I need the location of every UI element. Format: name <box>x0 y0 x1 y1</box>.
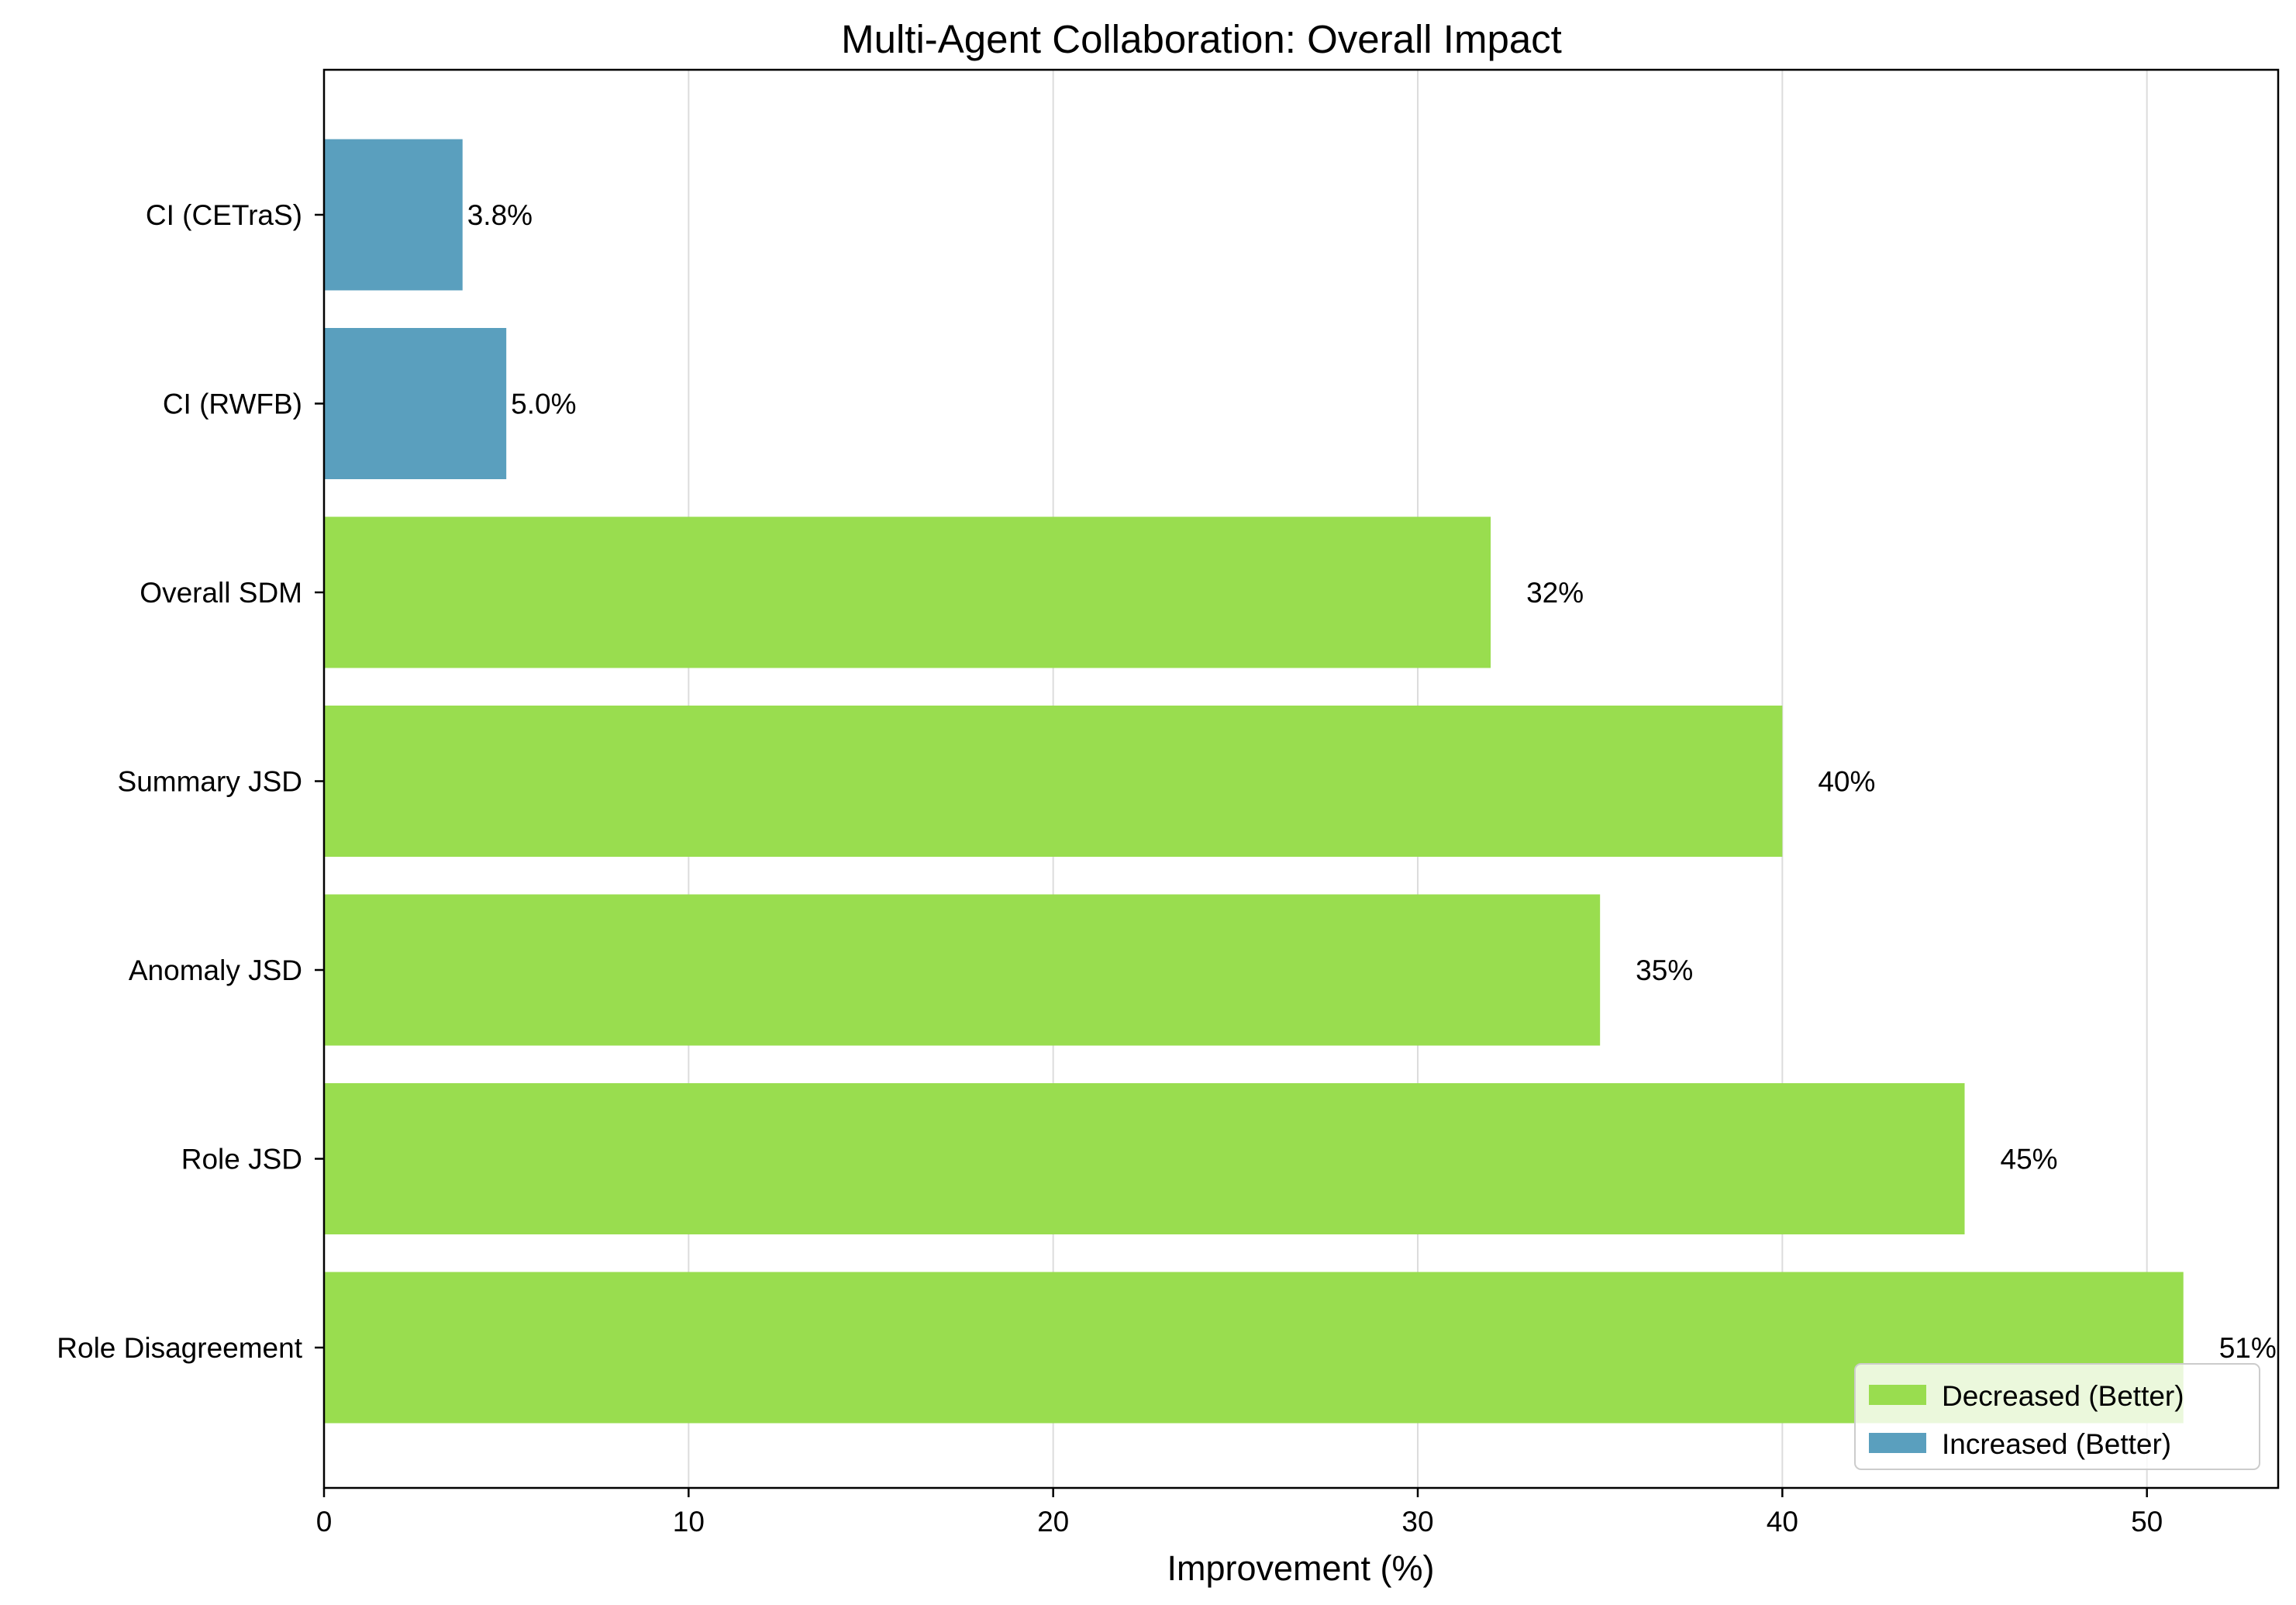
bar-2 <box>324 516 1491 668</box>
y-tick-label-4: Anomaly JSD <box>129 954 302 986</box>
y-tick-label-0: CI (CETraS) <box>146 199 302 231</box>
y-axis-ticks: CI (CETraS) CI (RWFB) Overall SDM Summary J… <box>57 199 324 1364</box>
plot-frame <box>322 68 2280 1489</box>
value-label-6: 51% <box>2219 1332 2277 1364</box>
y-tick-label-1: CI (RWFB) <box>163 388 302 420</box>
chart-title: Multi-Agent Collaboration: Overall Impac… <box>841 17 1562 61</box>
bar-1 <box>324 328 507 479</box>
legend-label-decreased: Decreased (Better) <box>1942 1380 2184 1412</box>
value-label-0: 3.8% <box>467 199 533 231</box>
value-label-5: 45% <box>2001 1144 2058 1175</box>
legend-label-increased: Increased (Better) <box>1942 1428 2171 1460</box>
legend-box <box>1854 1363 2260 1470</box>
value-label-3: 40% <box>1818 766 1875 798</box>
y-tick-label-2: Overall SDM <box>140 577 302 609</box>
legend-swatch-increased <box>1869 1433 1926 1453</box>
value-label-1: 5.0% <box>511 388 576 420</box>
x-tick-label-2: 20 <box>1037 1506 1069 1538</box>
legend: Decreased (Better) Increased (Better) <box>1854 1363 2260 1470</box>
bar-0 <box>324 139 463 291</box>
x-tick-label-1: 10 <box>673 1506 705 1538</box>
x-axis-ticks: 0 10 20 30 40 50 <box>316 1488 2163 1538</box>
value-label-4: 35% <box>1636 954 1693 986</box>
y-tick-label-3: Summary JSD <box>118 766 302 798</box>
x-tick-label-3: 30 <box>1401 1506 1433 1538</box>
bar-4 <box>324 894 1601 1046</box>
value-label-2: 32% <box>1526 577 1584 609</box>
x-tick-label-0: 0 <box>316 1506 333 1538</box>
y-tick-label-6: Role Disagreement <box>57 1332 302 1364</box>
legend-swatch-decreased <box>1869 1385 1926 1405</box>
y-tick-label-5: Role JSD <box>181 1144 302 1175</box>
x-tick-label-5: 50 <box>2131 1506 2163 1538</box>
x-axis-label: Improvement (%) <box>1167 1548 1434 1588</box>
bar-5 <box>324 1083 1965 1234</box>
x-tick-label-4: 40 <box>1767 1506 1798 1538</box>
value-labels: 3.8% 5.0% 32% 40% 35% 45% 51% <box>467 199 2277 1364</box>
bar-3 <box>324 706 1783 857</box>
